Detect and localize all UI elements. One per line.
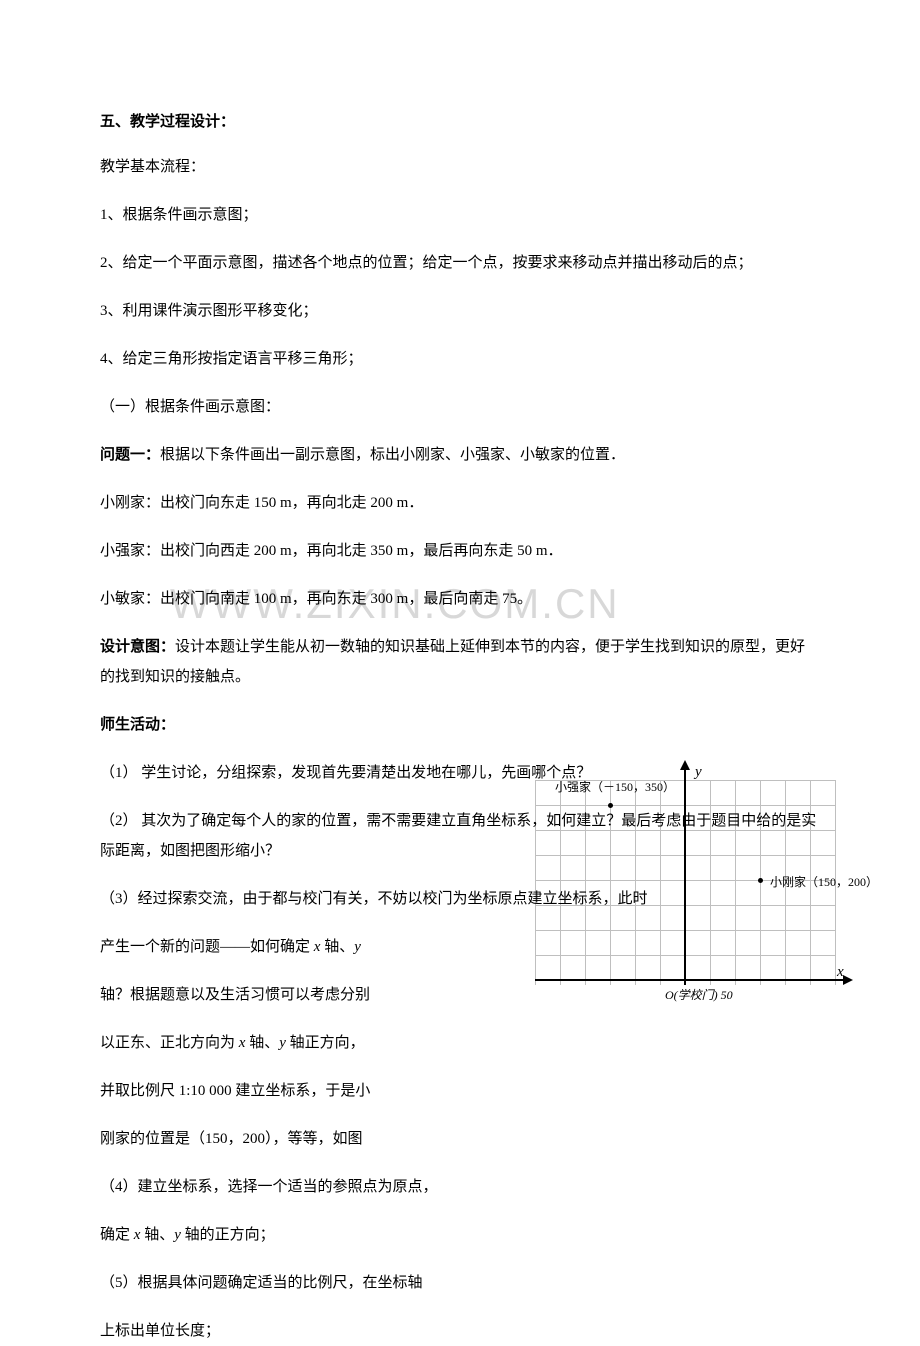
bold-label: 问题一： (100, 447, 160, 463)
paragraph: 2、给定一个平面示意图，描述各个地点的位置；给定一个点，按要求来移动点并描出移动… (100, 248, 820, 278)
paragraph: （一）根据条件画示意图： (100, 392, 820, 422)
text: 以正东、正北方向为 (100, 1035, 239, 1051)
x-axis-label: x (837, 960, 844, 984)
paragraph: （3）经过探索交流，由于都与校门有关，不妨以校门为坐标原点建立坐标系，此时 (100, 884, 820, 914)
section-heading: 五、教学过程设计： (100, 110, 820, 134)
paragraph: 1、根据条件画示意图； (100, 200, 820, 230)
bold-label: 设计意图： (100, 639, 175, 655)
text: 根据以下条件画出一副示意图，标出小刚家、小强家、小敏家的位置． (160, 447, 625, 463)
variable-y: y (279, 1035, 286, 1051)
text: 轴、 (140, 1227, 174, 1243)
text: 确定 (100, 1227, 134, 1243)
paragraph: 轴？根据题意以及生活习惯可以考虑分别 (100, 980, 520, 1010)
text: 轴的正方向； (181, 1227, 275, 1243)
paragraph: 刚家的位置是（150，200），等等，如图 (100, 1124, 520, 1154)
paragraph: （4）建立坐标系，选择一个适当的参照点为原点， (100, 1172, 520, 1202)
paragraph: 4、给定三角形按指定语言平移三角形； (100, 344, 820, 374)
paragraph: 并取比例尺 1:10 000 建立坐标系，于是小 (100, 1076, 520, 1106)
paragraph-question1: 问题一：根据以下条件画出一副示意图，标出小刚家、小强家、小敏家的位置． (100, 440, 820, 470)
paragraph: （5）根据具体问题确定适当的比例尺，在坐标轴 (100, 1268, 820, 1298)
text: 轴、 (245, 1035, 279, 1051)
paragraph: 小敏家：出校门向南走 100 m，再向东走 300 m，最后向南走 75。 (100, 584, 820, 614)
arrow-right-icon (843, 975, 853, 985)
paragraph: 确定 x 轴、y 轴的正方向； (100, 1220, 520, 1250)
document-content: 五、教学过程设计： 教学基本流程： 1、根据条件画示意图； 2、给定一个平面示意… (100, 110, 820, 1346)
variable-y: y (354, 939, 361, 955)
text: 轴正方向， (286, 1035, 365, 1051)
paragraph-design-intent: 设计意图：设计本题让学生能从初一数轴的知识基础上延伸到本节的内容，便于学生找到知… (100, 632, 820, 692)
text: 产生一个新的问题——如何确定 (100, 939, 314, 955)
paragraph: 小强家：出校门向西走 200 m，再向北走 350 m，最后再向东走 50 m． (100, 536, 820, 566)
paragraph: 以正东、正北方向为 x 轴、y 轴正方向， (100, 1028, 520, 1058)
paragraph: 小刚家：出校门向东走 150 m，再向北走 200 m． (100, 488, 820, 518)
paragraph: （2） 其次为了确定每个人的家的位置，需不需要建立直角坐标系，如何建立？最后考虑… (100, 806, 820, 866)
text: 轴、 (320, 939, 354, 955)
variable-y: y (174, 1227, 181, 1243)
paragraph: （1） 学生讨论，分组探索，发现首先要清楚出发地在哪儿，先画哪个点？ (100, 758, 820, 788)
paragraph: 教学基本流程： (100, 152, 820, 182)
paragraph-activity-heading: 师生活动： (100, 710, 820, 740)
paragraph: 上标出单位长度； (100, 1316, 820, 1346)
paragraph: 3、利用课件演示图形平移变化； (100, 296, 820, 326)
text: 设计本题让学生能从初一数轴的知识基础上延伸到本节的内容，便于学生找到知识的原型，… (100, 639, 805, 685)
paragraph: 产生一个新的问题——如何确定 x 轴、y (100, 932, 520, 962)
